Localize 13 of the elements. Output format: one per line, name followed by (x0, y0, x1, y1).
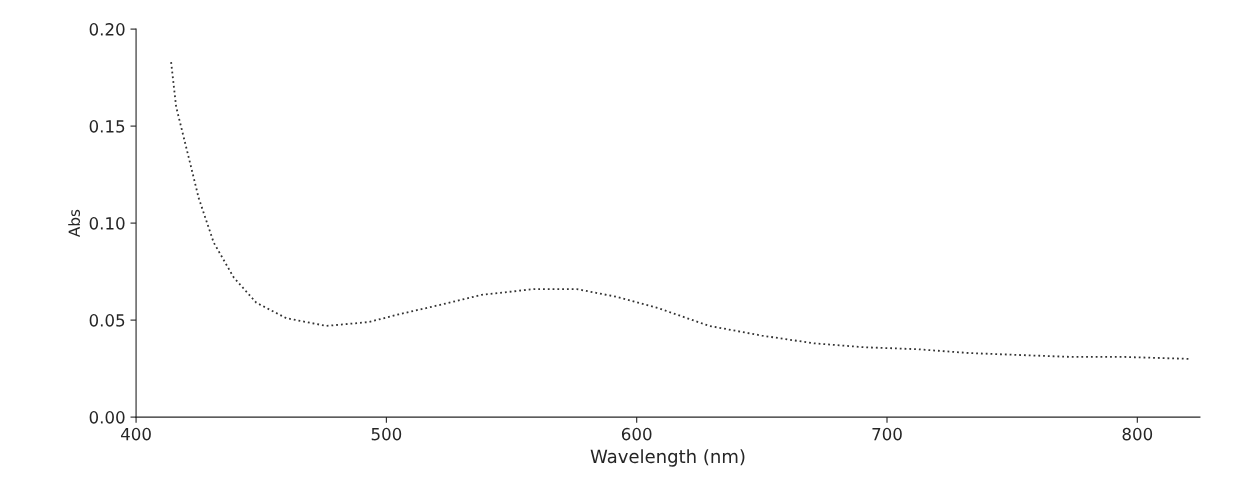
x-tick-label: 400 (120, 427, 151, 441)
x-axis-title: Wavelength (nm) (590, 449, 745, 467)
y-axis-title: Abs (68, 209, 81, 238)
x-tick-label: 700 (872, 427, 902, 441)
y-tick-label: 0.00 (89, 411, 125, 424)
y-tick-label: 0.15 (89, 120, 125, 133)
line-series (170, 61, 1191, 360)
x-tick-label: 800 (1122, 427, 1153, 441)
y-tick-label: 0.05 (89, 314, 125, 327)
x-tick-label: 500 (371, 427, 402, 441)
x-tick-label: 600 (621, 427, 652, 441)
y-tick-label: 0.20 (89, 23, 125, 36)
y-tick-label: 0.10 (89, 217, 125, 230)
